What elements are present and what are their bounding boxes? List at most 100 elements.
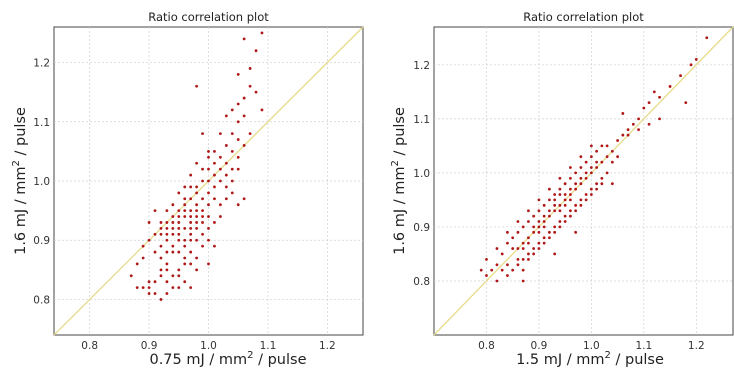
data-point — [668, 85, 672, 88]
data-point — [147, 286, 151, 290]
y-tick-label: 1.2 — [413, 60, 430, 72]
plot-area-right — [433, 26, 734, 336]
data-point — [189, 209, 193, 213]
data-point — [506, 230, 509, 234]
data-point — [177, 215, 181, 218]
data-point — [689, 63, 693, 67]
data-point — [537, 209, 541, 213]
data-point — [548, 236, 551, 240]
data-point — [201, 197, 204, 201]
data-point — [207, 191, 210, 195]
data-point — [236, 72, 240, 76]
data-point — [485, 274, 488, 277]
data-point — [177, 221, 181, 224]
data-point — [183, 244, 187, 248]
data-point — [218, 155, 222, 159]
data-point — [548, 214, 551, 218]
data-point — [548, 187, 551, 191]
data-point — [595, 160, 599, 164]
data-point — [141, 256, 145, 260]
data-point — [532, 230, 536, 234]
data-point — [183, 262, 187, 266]
x-tick-label: 1.1 — [260, 340, 277, 352]
data-point — [218, 167, 222, 171]
data-point — [516, 257, 520, 261]
data-point — [183, 215, 187, 218]
data-point — [165, 226, 169, 230]
data-point — [553, 198, 557, 202]
data-point — [213, 244, 216, 248]
data-point — [568, 193, 572, 196]
data-point — [553, 230, 557, 234]
data-point — [236, 120, 240, 124]
data-point — [600, 176, 604, 180]
data-point — [183, 280, 187, 284]
points-right — [479, 36, 709, 283]
data-point — [542, 203, 546, 207]
x-tick-label: 1.0 — [200, 340, 217, 352]
data-point — [626, 128, 630, 132]
data-point — [195, 215, 199, 218]
data-point — [218, 179, 222, 183]
data-point — [495, 247, 499, 250]
data-point — [159, 232, 163, 236]
data-point — [201, 221, 204, 224]
data-point — [527, 252, 530, 256]
data-point — [563, 193, 567, 196]
data-point — [563, 203, 567, 207]
gridlines-left — [54, 27, 363, 335]
data-point — [631, 122, 635, 126]
data-point — [201, 179, 204, 183]
y-tick-label: 1.1 — [413, 114, 430, 126]
data-point — [242, 197, 246, 201]
data-point — [207, 155, 210, 159]
data-point — [230, 149, 234, 153]
data-point — [516, 220, 520, 223]
data-point — [236, 102, 240, 106]
data-point — [189, 262, 193, 266]
data-point — [537, 241, 541, 245]
data-point — [171, 286, 175, 290]
data-point — [621, 112, 625, 115]
panel-right: 0.8 0.9 1.0 1.1 1.2 0.8 0.9 1.0 1.1 1.2 Ratio co… — [390, 10, 734, 368]
data-point — [236, 155, 240, 159]
y-tick-label: 0.8 — [413, 276, 430, 288]
data-point — [213, 149, 216, 153]
data-point — [516, 263, 520, 267]
data-point — [213, 161, 216, 165]
data-point — [189, 250, 193, 254]
y-tick-label: 0.8 — [33, 294, 50, 306]
data-point — [177, 238, 181, 242]
data-point — [201, 232, 204, 236]
data-point — [195, 84, 199, 88]
data-point — [589, 171, 593, 175]
data-point — [579, 203, 583, 207]
data-point — [230, 108, 234, 112]
data-point — [558, 187, 562, 191]
data-point — [248, 132, 252, 136]
gridlines-right — [434, 27, 733, 335]
data-point — [165, 292, 169, 295]
data-point — [574, 182, 578, 186]
data-point — [177, 268, 181, 272]
data-point — [479, 268, 483, 272]
y-ticks-right: 0.8 0.9 1.0 1.1 1.2 — [413, 60, 430, 288]
data-point — [224, 197, 228, 201]
data-point — [201, 209, 204, 213]
data-point — [684, 101, 688, 105]
data-point — [516, 230, 520, 234]
data-point — [183, 185, 187, 189]
data-point — [527, 257, 530, 261]
data-point — [195, 221, 199, 224]
data-point — [242, 144, 246, 147]
data-point — [195, 203, 199, 207]
data-point — [637, 128, 640, 132]
data-point — [171, 250, 175, 254]
data-point — [218, 132, 222, 136]
data-point — [224, 114, 228, 118]
x-axis-label-left: 0.75 mJ / mm2 / pulse — [149, 350, 306, 368]
x-tick-label: 1.0 — [583, 340, 600, 352]
data-point — [558, 176, 562, 180]
data-point — [568, 214, 572, 218]
